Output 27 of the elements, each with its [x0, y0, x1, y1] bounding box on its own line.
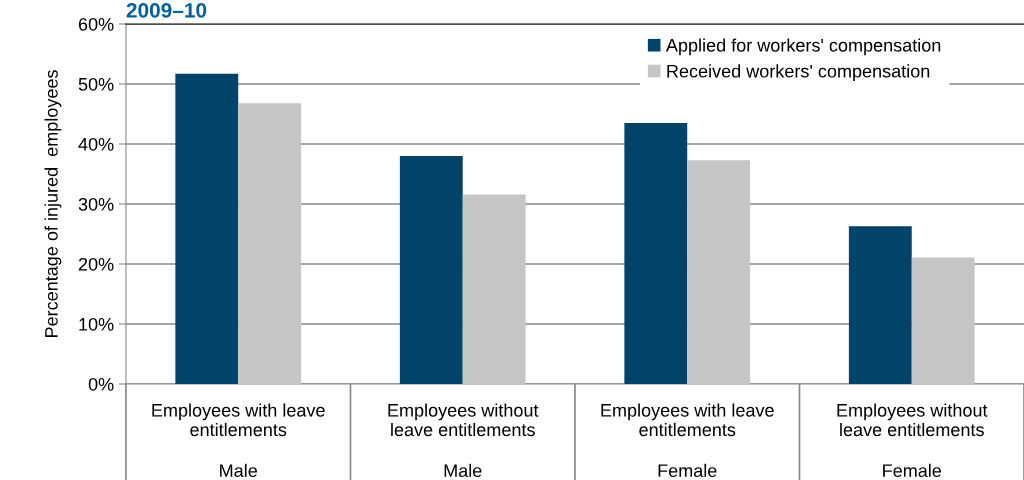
text: Male [220, 463, 257, 478]
bar [462, 194, 526, 384]
y-tick-label: 50% [78, 77, 114, 91]
chart-title: 2009–10 [126, 2, 207, 18]
y-tick-label: 60% [78, 17, 114, 31]
x-tick-label: Employees without leave entitlements [837, 403, 988, 437]
y-tick-label: 0% [88, 377, 114, 391]
bar [175, 73, 239, 384]
text: Female [883, 463, 942, 478]
bar [848, 226, 912, 384]
bar [911, 257, 975, 384]
bar [687, 160, 751, 384]
legend-label: Received workers' compensation [667, 64, 930, 82]
bar [399, 156, 463, 384]
x-tick-label: Employees without leave entitlements [388, 403, 539, 437]
y-tick-label: 40% [78, 137, 114, 151]
y-tick-label: 20% [78, 257, 114, 271]
y-tick-label: 10% [79, 317, 114, 331]
bar [624, 123, 688, 384]
x-tick-label: Employees with leave entitlements [152, 403, 325, 437]
legend-label: Applied for workers' compensation [665, 38, 941, 56]
x-tick-label: Employees with leave entitlements [601, 403, 774, 437]
text: Male [444, 463, 482, 478]
text: Female [658, 463, 717, 478]
y-axis-title: Percentage of injured employees [44, 70, 62, 337]
bar [238, 103, 302, 384]
y-tick-label: 30% [78, 197, 114, 211]
